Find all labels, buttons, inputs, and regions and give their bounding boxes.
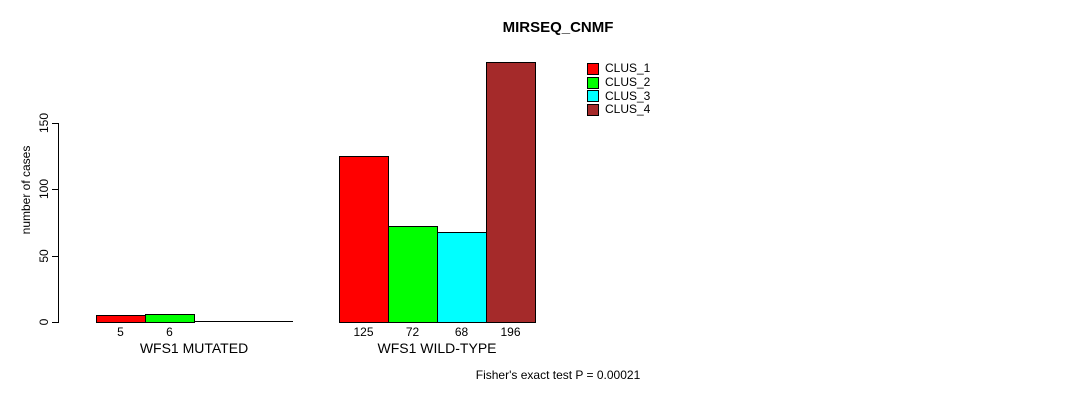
legend-swatch-clus_1 <box>587 62 599 75</box>
bar-clus_4-group1-zero-line <box>243 321 293 322</box>
bar-clus_1-group2 <box>339 156 389 323</box>
y-axis-tick <box>52 123 58 124</box>
bar-value-label: 125 <box>353 325 374 339</box>
bar-clus_2-group1 <box>145 314 195 323</box>
bar-value-label: 196 <box>500 325 521 339</box>
group-label-2: WFS1 WILD-TYPE <box>377 340 497 356</box>
legend-item-clus_1: CLUS_1 <box>587 62 650 76</box>
legend: CLUS_1 CLUS_2 CLUS_3 CLUS_4 <box>587 62 650 117</box>
bar-clus_3-group2 <box>437 231 487 323</box>
legend-swatch-clus_4 <box>587 103 599 116</box>
bar-clus_1-group1 <box>96 315 146 323</box>
group-label-1: WFS1 MUTATED <box>139 340 249 356</box>
bar-clus_2-group2 <box>388 226 438 323</box>
bar-value-label: 5 <box>117 325 124 339</box>
legend-swatch-clus_3 <box>587 90 599 103</box>
y-axis-tick <box>52 322 58 323</box>
bar-clus_4-group2 <box>486 61 536 323</box>
bar-value-label: 6 <box>166 325 173 339</box>
legend-label: CLUS_3 <box>605 88 651 103</box>
y-axis-tick-label: 150 <box>37 112 51 134</box>
legend-label: CLUS_2 <box>605 75 651 90</box>
bar-value-label: 68 <box>454 325 469 339</box>
y-axis-tick-label: 100 <box>37 179 51 200</box>
y-axis-label: number of cases <box>19 145 33 235</box>
y-axis-line <box>58 123 59 323</box>
chart-title: MIRSEQ_CNMF <box>502 19 614 36</box>
y-axis-tick-label: 50 <box>37 248 51 263</box>
legend-item-clus_4: CLUS_4 <box>587 103 650 117</box>
y-axis-tick <box>52 189 58 190</box>
y-axis-tick <box>52 256 58 257</box>
fisher-test-annotation: Fisher's exact test P = 0.00021 <box>475 368 641 382</box>
legend-item-clus_3: CLUS_3 <box>587 89 650 103</box>
legend-label: CLUS_4 <box>605 102 651 117</box>
bar-clus_3-group1-zero-line <box>194 321 244 322</box>
legend-swatch-clus_2 <box>587 76 599 89</box>
legend-item-clus_2: CLUS_2 <box>587 76 650 90</box>
y-axis-tick-label: 0 <box>37 318 51 326</box>
bar-value-label: 72 <box>405 325 420 339</box>
legend-label: CLUS_1 <box>605 61 651 76</box>
